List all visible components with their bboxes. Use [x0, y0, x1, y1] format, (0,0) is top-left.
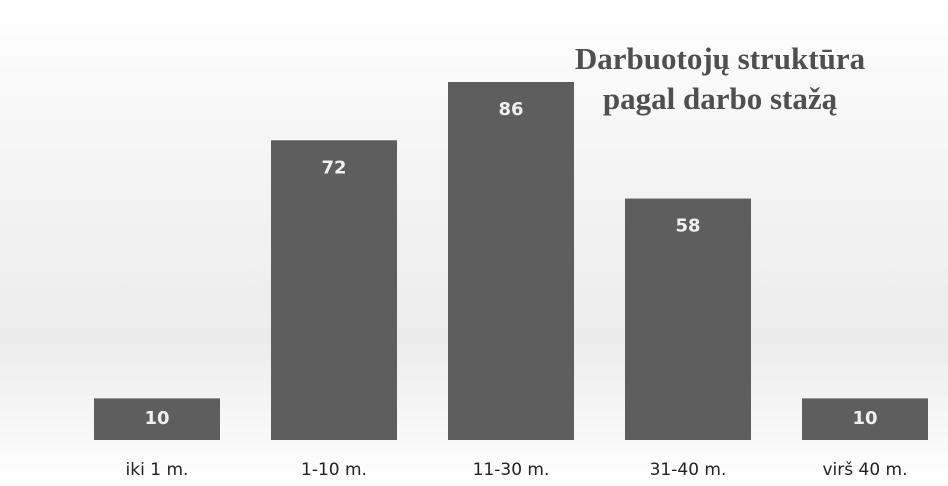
value-label: 58: [675, 216, 700, 237]
bar: [802, 398, 928, 440]
value-label: 10: [144, 408, 169, 429]
chart-title: Darbuotojų struktūra: [575, 41, 866, 76]
bar: [448, 82, 574, 440]
value-label: 86: [498, 99, 523, 120]
x-tick-label: 1-10 m.: [301, 460, 367, 480]
bar: [625, 198, 751, 440]
value-label: 10: [852, 408, 877, 429]
x-tick-label: 11-30 m.: [473, 460, 550, 480]
x-tick-label: iki 1 m.: [126, 460, 189, 480]
x-tick-label: virš 40 m.: [822, 460, 907, 480]
bar: [94, 398, 220, 440]
chart-title: pagal darbo stažą: [603, 81, 838, 116]
value-label: 72: [321, 157, 346, 178]
x-tick-label: 31-40 m.: [650, 460, 727, 480]
bar: [271, 140, 397, 441]
